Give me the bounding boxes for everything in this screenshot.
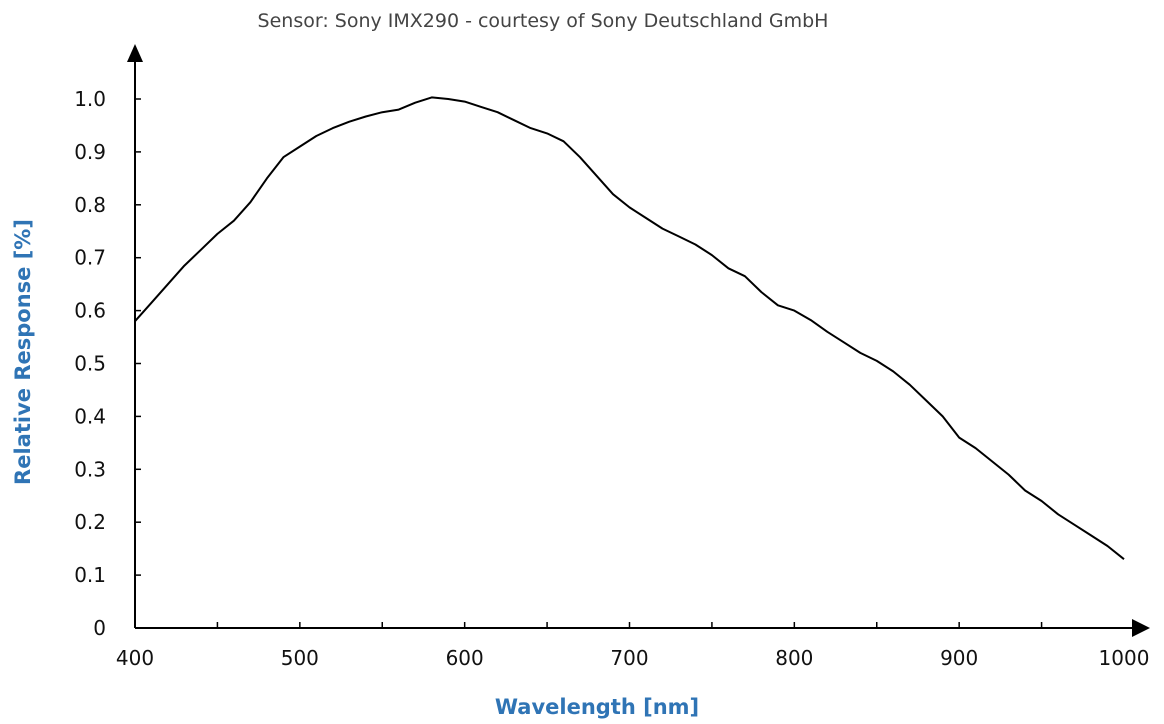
x-tick-label: 900 [940, 646, 978, 670]
axes [127, 44, 1150, 637]
y-tick-label: 0.9 [74, 140, 106, 164]
y-tick-label: 0.6 [74, 299, 106, 323]
y-ticks: 0 0.1 0.2 0.3 0.4 0.5 0.6 0.7 0.8 0.9 1.0 [74, 87, 141, 640]
y-tick-label: 0.3 [74, 457, 106, 481]
x-ticks: 400 500 600 700 800 900 1000 [116, 622, 1150, 670]
x-tick-label: 500 [281, 646, 319, 670]
y-tick-label: 0.8 [74, 193, 106, 217]
y-tick-label: 0.4 [74, 404, 106, 428]
y-tick-label: 0.2 [74, 510, 106, 534]
y-tick-label: 0.7 [74, 246, 106, 270]
x-tick-label: 1000 [1099, 646, 1150, 670]
x-tick-label: 400 [116, 646, 154, 670]
y-tick-label: 0 [93, 616, 106, 640]
x-tick-label: 800 [775, 646, 813, 670]
y-tick-label: 0.5 [74, 352, 106, 376]
x-tick-label: 600 [446, 646, 484, 670]
y-tick-label: 1.0 [74, 87, 106, 111]
x-tick-label: 700 [610, 646, 648, 670]
chart-title: Sensor: Sony IMX290 - courtesy of Sony D… [258, 10, 829, 32]
response-curve [134, 96, 1125, 560]
x-axis-arrow-icon [1132, 619, 1150, 637]
y-axis-arrow-icon [127, 44, 143, 62]
x-axis-label: Wavelength [nm] [495, 695, 699, 719]
y-tick-label: 0.1 [74, 563, 106, 587]
y-axis-label: Relative Response [%] [11, 219, 35, 485]
